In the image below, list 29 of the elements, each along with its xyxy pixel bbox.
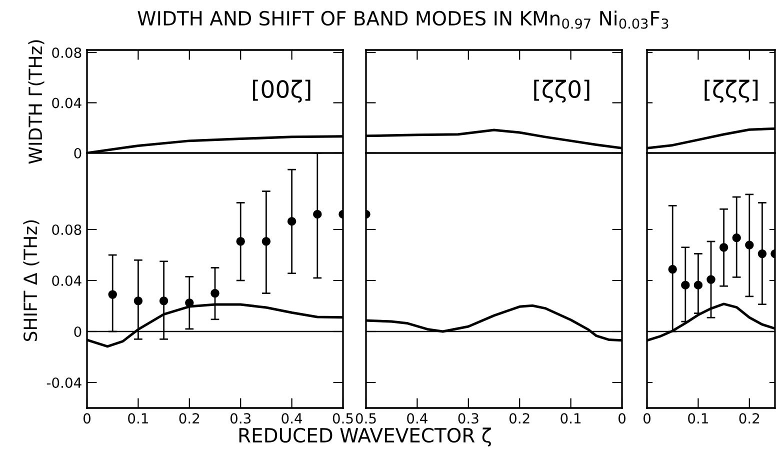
x-tick-label: 0.4 [407, 413, 428, 424]
x-axis-title: REDUCED WAVEVECTOR ζ [239, 428, 492, 446]
x-tick-label: 0.5 [356, 413, 376, 424]
y-tick-label: 0 [74, 326, 82, 337]
x-tick-label: 0.1 [128, 413, 148, 424]
annotation: [ζζ0] [534, 80, 590, 103]
x-tick-label: 0.4 [282, 413, 302, 424]
y-axis-title: WIDTH Γ(THz) [28, 40, 44, 164]
y-tick-label: 0.08 [52, 224, 82, 235]
y-axis-title: SHIFT Δ (THz) [23, 220, 40, 342]
x-tick-label: 0 [643, 413, 650, 424]
x-tick-label: 0.1 [560, 413, 581, 424]
x-tick-label: 0.5 [332, 413, 353, 424]
x-tick-label: 0.2 [509, 413, 530, 424]
x-tick-label: 0.2 [179, 413, 200, 424]
x-tick-label: 0.1 [688, 413, 708, 424]
y-tick-label: 0.08 [52, 47, 82, 58]
x-tick-label: 0.3 [230, 413, 251, 424]
y-tick-label: -0.04 [46, 377, 82, 388]
y-tick-label: 0 [74, 148, 82, 158]
x-tick-label: 0.2 [739, 413, 760, 424]
x-tick-label: 0 [618, 413, 626, 424]
text: WIDTH AND SHIFT OF BAND MODES IN KMn$_{0.97}$ Ni$_{0.03}$F$_{3}$ [138, 10, 668, 29]
y-tick-label: 0.04 [52, 98, 82, 108]
annotation: [ζζζ] [704, 80, 758, 103]
x-tick-label: 0.3 [458, 413, 478, 424]
x-tick-label: 0 [83, 413, 90, 424]
y-tick-label: 0.04 [52, 275, 82, 286]
annotation: [00ζ] [253, 80, 310, 103]
